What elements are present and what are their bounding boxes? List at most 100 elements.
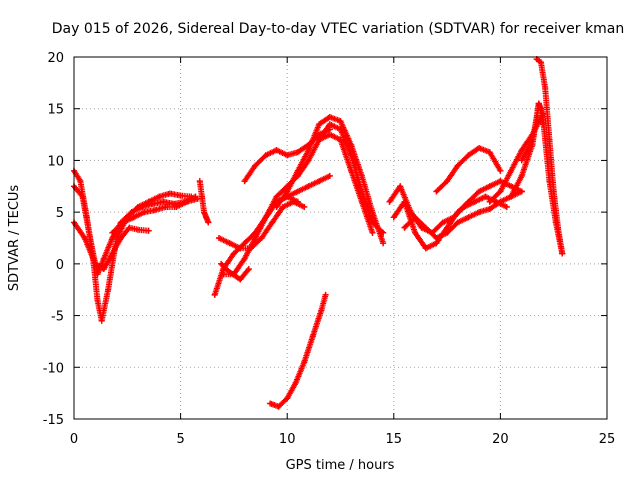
x-tick-label: 10: [279, 432, 296, 447]
data-point: [380, 229, 387, 236]
data-point: [267, 400, 274, 407]
data-point: [128, 209, 135, 216]
data-point: [237, 276, 244, 283]
data-point: [218, 260, 225, 267]
data-point: [537, 59, 544, 66]
data-point: [537, 105, 544, 112]
series-arc-late-7: [518, 100, 547, 164]
data-point: [503, 203, 510, 210]
x-tick-label: 15: [386, 432, 403, 447]
data-point: [145, 227, 152, 234]
data-point: [79, 193, 86, 200]
data-point: [81, 235, 88, 241]
data-point: [369, 219, 376, 226]
data-point: [173, 203, 180, 210]
series-arc-negative: [267, 291, 329, 410]
data-point: [160, 198, 167, 205]
data-point: [241, 178, 248, 185]
data-point: [454, 219, 461, 226]
data-point: [100, 255, 107, 262]
x-tick-label: 25: [599, 432, 616, 447]
data-point: [535, 100, 542, 107]
data-point: [149, 200, 156, 207]
data-point: [241, 240, 248, 247]
data-point: [546, 136, 553, 143]
data-point: [401, 224, 408, 231]
data-point: [497, 167, 504, 174]
data-point: [486, 183, 493, 190]
data-point: [316, 178, 323, 185]
series-arc-late-4: [433, 145, 504, 195]
y-tick-label: -15: [43, 413, 64, 428]
data-point: [326, 121, 333, 128]
data-point: [141, 209, 148, 216]
data-point: [301, 359, 308, 366]
data-point: [226, 240, 233, 247]
data-point: [465, 214, 472, 221]
series-arc-late-8: [533, 56, 566, 257]
data-point: [508, 193, 515, 200]
series-arc-6h: [196, 178, 212, 226]
data-point: [326, 113, 333, 120]
data-point: [183, 198, 190, 205]
data-point: [337, 136, 344, 143]
data-point: [269, 219, 276, 226]
data-point: [390, 214, 397, 221]
y-tick-label: 15: [47, 103, 64, 118]
data-point: [201, 209, 208, 216]
data-point: [309, 333, 316, 340]
data-point: [348, 141, 355, 148]
data-point: [518, 172, 525, 179]
data-point: [294, 188, 301, 195]
data-point: [290, 198, 297, 205]
data-point: [369, 229, 376, 236]
y-tick-label: 10: [47, 154, 64, 169]
data-point: [196, 178, 203, 185]
data-point: [386, 198, 393, 205]
data-point: [337, 126, 344, 133]
data-point: [284, 152, 291, 159]
data-point: [326, 172, 333, 179]
data-point: [486, 206, 493, 213]
data-point: [230, 271, 237, 278]
data-point: [305, 157, 312, 164]
data-layer: [71, 56, 566, 410]
data-point: [77, 178, 84, 185]
data-point: [156, 193, 163, 200]
data-point: [237, 245, 244, 252]
data-point: [454, 209, 461, 216]
data-point: [166, 190, 173, 197]
x-tick-label: 20: [492, 432, 509, 447]
data-point: [294, 149, 301, 156]
data-point: [273, 203, 280, 210]
data-point: [471, 198, 478, 205]
data-point: [318, 307, 325, 314]
data-point: [316, 136, 323, 143]
data-point: [273, 147, 280, 154]
data-point: [275, 403, 282, 410]
data-point: [518, 157, 525, 164]
data-point: [486, 198, 493, 205]
data-point: [273, 193, 280, 200]
series-arc-mid-8: [316, 121, 387, 236]
data-point: [292, 379, 299, 386]
data-point: [529, 136, 536, 143]
data-point: [518, 188, 525, 195]
data-point: [444, 229, 451, 236]
data-point: [401, 198, 408, 205]
data-point: [518, 147, 525, 154]
data-point: [540, 121, 547, 128]
data-point: [380, 240, 387, 247]
y-tick-label: -10: [43, 361, 64, 376]
data-point: [322, 291, 329, 298]
data-point: [316, 121, 323, 128]
y-tick-label: 0: [56, 258, 64, 273]
data-point: [241, 255, 248, 262]
data-point: [542, 85, 549, 92]
data-point: [305, 183, 312, 190]
data-point: [358, 188, 365, 195]
data-point: [284, 395, 291, 402]
y-axis-label: SDTVAR / TECUs: [7, 185, 22, 292]
data-point: [220, 271, 227, 278]
